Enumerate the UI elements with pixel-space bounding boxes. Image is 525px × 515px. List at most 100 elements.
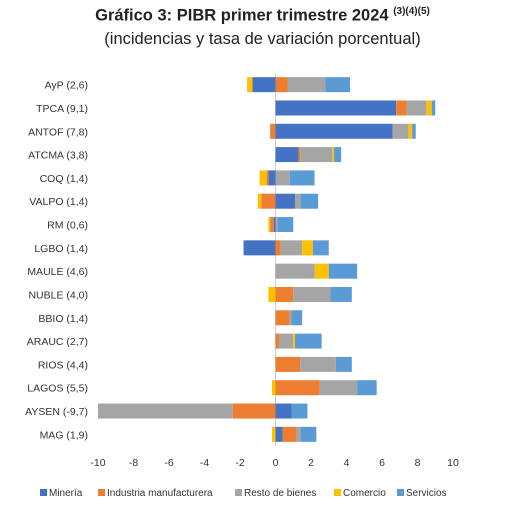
bar-segment (293, 286, 331, 302)
bar-segment (289, 310, 292, 326)
bar-segment (252, 77, 276, 93)
x-tick-label: 2 (308, 457, 314, 469)
bar-segment (300, 426, 317, 442)
chart-title-notes: (3)(4)(5) (393, 6, 430, 17)
category-label: AyP (2,6) (45, 80, 88, 92)
bar-segment (296, 426, 301, 442)
x-tick-label: 10 (447, 457, 459, 469)
bar-segment (282, 426, 297, 442)
bar-segment (357, 380, 377, 396)
bar-segment (408, 123, 413, 139)
bar-segment (275, 77, 288, 93)
bar-segment (328, 263, 358, 279)
bar-segment (271, 380, 276, 396)
category-label: LGBO (1,4) (34, 243, 88, 255)
category-label: NUBLE (4,0) (28, 289, 88, 301)
legend-swatch (98, 489, 105, 496)
bar-segment (295, 193, 301, 209)
bar-segment (275, 193, 296, 209)
bar-segment (287, 77, 326, 93)
bar-segment (98, 403, 233, 419)
category-label: ANTOF (7,8) (28, 126, 88, 138)
category-label: ARAUC (2,7) (27, 336, 88, 348)
bar-segment (275, 356, 301, 372)
category-label: RIOS (4,4) (38, 359, 88, 371)
bar-segment (300, 193, 319, 209)
bar-segment (268, 217, 271, 233)
bar-segment (314, 263, 329, 279)
chart-subtitle: (incidencias y tasa de variación porcent… (104, 30, 421, 48)
bar-segment (247, 77, 253, 93)
bar-segment (334, 147, 342, 163)
category-label: MAULE (4,6) (27, 266, 88, 278)
bar-segment (271, 426, 276, 442)
bar-segment (392, 123, 409, 139)
bar-segment (273, 217, 276, 233)
bar-segment (275, 286, 294, 302)
legend-label: Comercio (343, 488, 386, 499)
x-tick-label: 8 (415, 457, 421, 469)
x-tick-label: 4 (344, 457, 350, 469)
bar-segment (275, 333, 280, 349)
bar-segment (298, 147, 301, 163)
bar-segment (280, 240, 303, 256)
category-label: RM (0,6) (47, 220, 88, 232)
bar-segment (275, 380, 320, 396)
bar-segment (312, 240, 329, 256)
legend-swatch (40, 489, 47, 496)
bar-segment (330, 286, 352, 302)
bar-segment (431, 100, 436, 116)
x-tick-label: -2 (235, 457, 244, 469)
category-label: BBIO (1,4) (38, 313, 88, 325)
x-tick-label: -6 (164, 457, 173, 469)
bar-segment (291, 403, 308, 419)
bar-segment (277, 217, 294, 233)
bar-segment (275, 147, 299, 163)
bar-segment (332, 147, 335, 163)
bar-segment (300, 147, 333, 163)
bar-segment (270, 217, 274, 233)
bar-segment (291, 310, 303, 326)
legend-label: Minería (49, 488, 83, 499)
chart-title-text: Gráfico 3: PIBR primer trimestre 2024 (95, 6, 389, 25)
x-tick-label: 6 (379, 457, 385, 469)
chart-title: Gráfico 3: PIBR primer trimestre 2024 (3… (0, 6, 525, 26)
bar-segment (266, 170, 269, 186)
bar-segment (257, 193, 262, 209)
legend-swatch (334, 489, 341, 496)
bar-segment (325, 77, 351, 93)
bar-segment (426, 100, 432, 116)
category-label: AYSEN (-9,7) (25, 406, 88, 418)
bar-segment (232, 403, 276, 419)
legend-swatch (235, 489, 242, 496)
category-label: COQ (1,4) (40, 173, 88, 185)
x-tick-label: 0 (273, 457, 279, 469)
bar-segment (293, 333, 296, 349)
bar-segment (289, 170, 315, 186)
bar-segment (275, 100, 397, 116)
bar-segment (406, 100, 427, 116)
category-label: ATCMA (3,8) (28, 150, 88, 162)
bar-segment (275, 263, 315, 279)
bar-segment (275, 123, 393, 139)
bar-segment (275, 217, 278, 233)
bar-segment (335, 356, 352, 372)
bar-segment (319, 380, 358, 396)
x-tick-label: -10 (90, 457, 105, 469)
bar-segment (295, 333, 322, 349)
bar-segment (261, 193, 276, 209)
x-tick-label: -4 (200, 457, 209, 469)
bar-segment (300, 356, 336, 372)
x-tick-label: -8 (129, 457, 138, 469)
bar-segment (268, 170, 276, 186)
bar-segment (302, 240, 313, 256)
legend-label: Industria manufacturera (107, 488, 213, 499)
category-label: MAG (1,9) (40, 429, 88, 441)
bar-segment (279, 333, 294, 349)
legend-label: Servicios (406, 488, 447, 499)
bar-segment (270, 123, 276, 139)
bar-segment (259, 170, 267, 186)
legend-label: Resto de bienes (244, 488, 316, 499)
bar-segment (275, 403, 292, 419)
